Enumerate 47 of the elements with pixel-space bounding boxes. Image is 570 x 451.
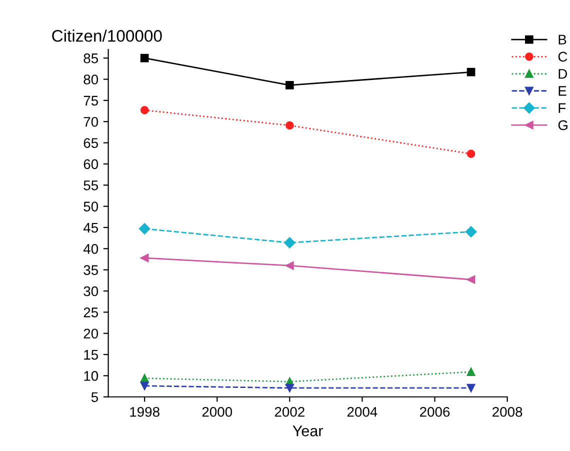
- x-tick-label: 2004: [347, 406, 378, 417]
- y-tick-label: 45: [83, 222, 98, 233]
- point: [466, 384, 476, 392]
- y-tick-label: 60: [84, 159, 98, 170]
- point: [465, 226, 477, 238]
- legend-label: D: [558, 69, 568, 79]
- point: [140, 382, 149, 390]
- point: [466, 275, 476, 284]
- y-tick-label: 5: [91, 392, 98, 402]
- point: [284, 237, 296, 248]
- x-tick-label: 2000: [202, 406, 232, 417]
- legend-label: F: [558, 103, 566, 113]
- point: [140, 106, 149, 114]
- y-tick-label: 70: [84, 116, 98, 127]
- y-tick-label: 80: [84, 74, 98, 84]
- y-tick-label: 40: [83, 244, 98, 254]
- y-tick-label: 85: [84, 53, 98, 64]
- point: [466, 150, 476, 158]
- y-tick-label: 20: [84, 328, 98, 339]
- y-tick-label: 50: [84, 202, 98, 212]
- x-tick-label: 2002: [274, 406, 304, 417]
- y-tick-label: 65: [84, 138, 98, 148]
- x-axis-title: Year: [292, 426, 323, 436]
- y-tick-label: 75: [84, 96, 98, 106]
- point: [138, 223, 150, 234]
- y-tick-label: 55: [84, 180, 98, 190]
- y-tick-label: 15: [84, 350, 98, 360]
- y-tick-label: 35: [84, 265, 98, 275]
- y-tick-label: 25: [84, 308, 98, 318]
- point: [140, 54, 149, 62]
- x-tick-label: 2006: [420, 406, 450, 417]
- x-tick-label: 1998: [130, 406, 160, 417]
- legend-label: G: [558, 120, 568, 130]
- legend-label: E: [558, 86, 566, 96]
- point: [285, 261, 294, 270]
- legend-label: B: [558, 34, 566, 44]
- y-tick-label: 10: [84, 371, 98, 381]
- point: [466, 68, 476, 76]
- x-tick-label: 2008: [492, 406, 522, 417]
- point: [285, 384, 294, 392]
- point: [285, 81, 294, 90]
- point: [466, 368, 476, 376]
- y-axis-title: Citizen/100000: [52, 30, 162, 42]
- y-tick-label: 30: [84, 286, 98, 296]
- point: [140, 254, 149, 262]
- legend-label: C: [558, 52, 568, 62]
- point: [285, 121, 294, 130]
